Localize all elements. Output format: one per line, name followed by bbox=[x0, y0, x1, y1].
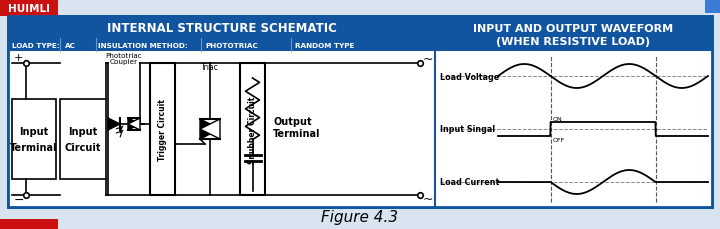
Text: Circuit: Circuit bbox=[65, 142, 102, 152]
Bar bbox=[435, 52, 712, 207]
Bar bbox=[60, 100, 106, 179]
Bar bbox=[705, 0, 720, 14]
Text: ~: ~ bbox=[423, 52, 433, 65]
Text: INPUT AND OUTPUT WAVEFORM: INPUT AND OUTPUT WAVEFORM bbox=[474, 24, 674, 34]
Polygon shape bbox=[128, 118, 140, 131]
Polygon shape bbox=[128, 118, 140, 131]
Text: −: − bbox=[14, 193, 24, 206]
Text: INTERNAL STRUCTURE SCHEMATIC: INTERNAL STRUCTURE SCHEMATIC bbox=[107, 21, 336, 34]
Text: LOAD TYPE:: LOAD TYPE: bbox=[12, 42, 60, 48]
Polygon shape bbox=[200, 120, 220, 139]
Text: Snubber Circuit: Snubber Circuit bbox=[248, 96, 257, 163]
Bar bbox=[0, 0, 58, 17]
Bar bbox=[8, 17, 712, 207]
Polygon shape bbox=[200, 120, 220, 139]
Text: (WHEN RESISTIVE LOAD): (WHEN RESISTIVE LOAD) bbox=[496, 37, 651, 47]
Text: Input: Input bbox=[19, 126, 49, 136]
Bar bbox=[8, 17, 712, 207]
Text: Phototriac: Phototriac bbox=[106, 53, 143, 59]
Text: Terminal: Terminal bbox=[273, 128, 320, 138]
Bar bbox=[8, 52, 435, 207]
Text: Triac: Triac bbox=[201, 63, 219, 72]
Bar bbox=[12, 100, 56, 179]
Text: Figure 4.3: Figure 4.3 bbox=[321, 210, 399, 224]
Text: Load Current: Load Current bbox=[440, 178, 499, 187]
Bar bbox=[150, 64, 175, 195]
Text: Trigger Circuit: Trigger Circuit bbox=[158, 99, 167, 160]
Bar bbox=[8, 17, 435, 39]
Bar bbox=[240, 64, 265, 195]
Bar bbox=[0, 219, 58, 229]
Text: INSULATION METHOD:: INSULATION METHOD: bbox=[98, 42, 188, 48]
Bar bbox=[435, 17, 712, 52]
Text: Output: Output bbox=[273, 117, 312, 126]
Text: Input Singal: Input Singal bbox=[440, 125, 495, 134]
Text: PHOTOTRIAC: PHOTOTRIAC bbox=[205, 42, 258, 48]
Text: ~: ~ bbox=[423, 192, 433, 204]
Bar bbox=[8, 39, 435, 52]
Text: Input: Input bbox=[68, 126, 98, 136]
Text: Coupler: Coupler bbox=[110, 59, 138, 65]
Text: RANDOM TYPE: RANDOM TYPE bbox=[295, 42, 354, 48]
Text: HUIMLI: HUIMLI bbox=[8, 3, 50, 14]
Text: ON: ON bbox=[552, 117, 562, 121]
Text: AC: AC bbox=[65, 42, 76, 48]
Text: Load Voltage: Load Voltage bbox=[440, 72, 499, 81]
Text: Terminal: Terminal bbox=[10, 142, 58, 152]
Text: +: + bbox=[14, 53, 23, 63]
Polygon shape bbox=[108, 118, 120, 131]
Text: OFF: OFF bbox=[552, 137, 564, 142]
